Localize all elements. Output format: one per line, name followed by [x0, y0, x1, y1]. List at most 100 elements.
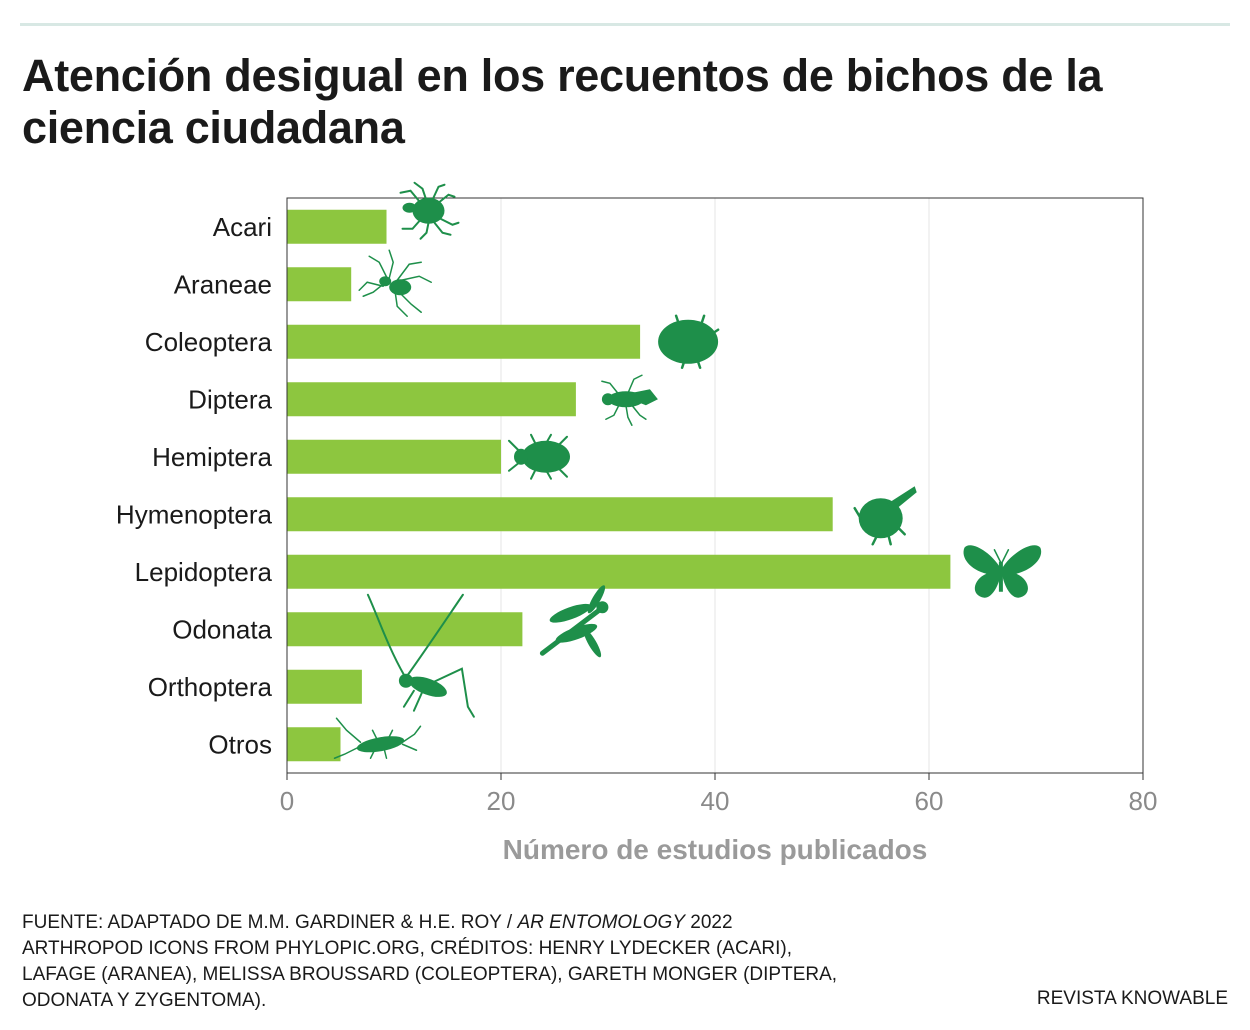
icon-part — [333, 745, 362, 759]
credits-line-2: LAFAGE (ARANEA), MELISSA BROUSSARD (COLE… — [22, 964, 838, 985]
bar — [287, 612, 523, 647]
icon-part — [398, 673, 413, 688]
icon-part — [413, 181, 428, 202]
icon-part — [674, 314, 680, 323]
icon-part — [437, 193, 456, 204]
fly-icon — [601, 374, 658, 426]
butterfly-icon — [963, 545, 1042, 598]
icon-part — [439, 217, 460, 226]
icon-part — [368, 255, 388, 279]
icon-part — [406, 593, 464, 676]
icon-part — [383, 749, 388, 759]
icon-part — [871, 535, 878, 546]
icon-part — [963, 545, 1001, 598]
category-label: Otros — [208, 729, 272, 759]
icon-part — [853, 507, 862, 520]
icon-part — [601, 393, 614, 406]
tick-icon — [399, 181, 460, 240]
icon-part — [402, 689, 415, 708]
category-label: Odonata — [172, 614, 272, 644]
icon-part — [530, 469, 536, 480]
icon-part — [631, 404, 647, 420]
beetle-icon — [658, 314, 720, 369]
bug-icon — [508, 433, 570, 480]
icon-part — [558, 467, 568, 478]
x-tick-label: 0 — [280, 786, 294, 816]
icon-part — [358, 281, 384, 291]
icon-part — [514, 448, 528, 465]
icon-part — [408, 676, 447, 697]
source-year: 2022 — [685, 912, 733, 933]
icon-part — [430, 667, 475, 718]
top-rule — [20, 23, 1230, 26]
icon-part — [530, 433, 536, 444]
icon-part — [387, 729, 394, 739]
bar — [287, 267, 352, 302]
icon-part — [335, 717, 362, 743]
spider-icon — [358, 249, 432, 317]
icon-part — [619, 389, 658, 406]
icon-part — [897, 527, 906, 536]
x-axis-label: Número de estudios publicados — [503, 834, 928, 865]
icon-part — [412, 691, 423, 712]
icon-part — [601, 380, 619, 394]
icon-part — [356, 736, 405, 753]
source-line: FUENTE: ADAPTADO DE M.M. GARDINER & H.E.… — [22, 910, 922, 936]
icon-part — [583, 629, 602, 658]
bee-icon — [853, 486, 917, 546]
icon-part — [508, 461, 520, 472]
category-label: Hemiptera — [152, 442, 272, 472]
category-label: Lepidoptera — [135, 557, 273, 587]
icon-part — [508, 439, 520, 452]
icon-part — [366, 593, 405, 676]
category-label: Acari — [213, 212, 272, 242]
icon-part — [379, 276, 392, 287]
icon-part — [399, 189, 422, 204]
category-label: Araneae — [174, 269, 272, 299]
icon-part — [400, 275, 432, 283]
icon-part — [401, 218, 422, 230]
bar — [287, 324, 641, 359]
icon-part — [546, 470, 552, 480]
icon-part — [886, 486, 917, 511]
category-label: Orthoptera — [148, 672, 273, 702]
icon-part — [371, 729, 378, 739]
bar — [287, 727, 341, 762]
source-prefix: FUENTE: ADAPTADO DE M.M. GARDINER & H.E.… — [22, 912, 518, 933]
category-label: Diptera — [188, 384, 272, 414]
icon-part — [696, 360, 702, 369]
bar — [287, 209, 387, 244]
silverfish-icon — [333, 717, 422, 759]
icon-part — [1001, 549, 1010, 563]
bar — [287, 497, 833, 532]
icon-part — [1002, 545, 1042, 598]
icon-part — [887, 535, 892, 546]
icon-part — [546, 433, 552, 443]
icon-part — [412, 197, 445, 224]
icon-part — [394, 291, 408, 317]
icon-part — [998, 561, 1003, 592]
credits-line-1: ARTHROPOD ICONS FROM PHYLOPIC.ORG, CRÉDI… — [22, 938, 792, 959]
icon-part — [389, 279, 412, 296]
x-tick-label: 20 — [487, 786, 516, 816]
icon-part — [431, 183, 446, 201]
icon-part — [362, 283, 384, 297]
bar — [287, 439, 501, 474]
source-footer: FUENTE: ADAPTADO DE M.M. GARDINER & H.E.… — [22, 910, 922, 1014]
icon-part — [658, 319, 719, 364]
icon-part — [858, 498, 903, 539]
icon-part — [549, 603, 592, 623]
grasshopper-icon — [366, 593, 475, 718]
x-tick-label: 60 — [915, 786, 944, 816]
icon-part — [401, 743, 418, 751]
credits-line-3: ODONATA Y ZYGENTOMA). — [22, 990, 267, 1011]
icon-part — [402, 202, 417, 213]
icon-part — [398, 291, 422, 313]
bar — [287, 554, 951, 589]
icon-part — [680, 360, 686, 369]
bar-chart: Acari Araneae Coleoptera Diptera Hemiptera Hy… — [116, 181, 1157, 865]
brand-label: REVISTA KNOWABLE — [1036, 988, 1228, 1009]
icon-part — [700, 314, 706, 323]
icon-part — [388, 249, 394, 279]
category-label: Hymenoptera — [116, 499, 273, 529]
